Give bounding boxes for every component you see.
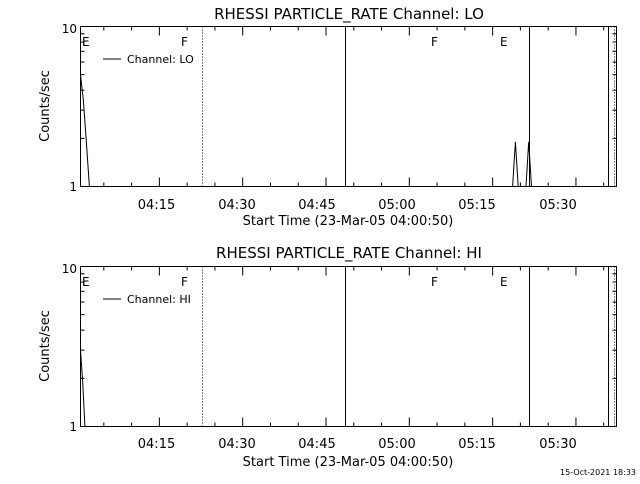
panel-hi-xtick-label-0500: 05:00 [378,437,415,452]
panel-lo-xtick-label-0515: 05:15 [458,198,495,213]
panel-lo-ytick-label-10: 10 [62,22,77,36]
panel-lo-title: RHESSI PARTICLE_RATE Channel: LO [214,5,484,24]
panel-lo-x-ticks [103,26,605,187]
panel-lo-marker-label-f2: F [431,35,438,49]
panel-hi-frame [80,266,617,427]
panel-lo-marker-label-f1: F [181,35,188,49]
footer-timestamp: 15-Oct-2021 18:33 [560,468,636,477]
panel-hi-xtick-label-0515: 05:15 [458,437,495,452]
panel-hi-marker-label-e2: E [500,275,508,289]
panel-hi-xtick-label-0445: 04:45 [298,437,335,452]
panel-lo-xtick-label-0530: 05:30 [539,198,576,213]
panel-lo-marker-label-e1: E [82,35,90,49]
panel-hi-ytick-label-1: 1 [69,420,77,434]
panel-lo-y-label: Counts/sec [38,70,53,142]
panel-hi-marker-label-f2: F [431,275,438,289]
panel-hi-xtick-label-0430: 04:30 [218,437,255,452]
panel-hi-marker-label-e1: E [82,275,90,289]
panel-hi-xtick-label-0415: 04:15 [138,437,175,452]
panel-hi: RHESSI PARTICLE_RATE Channel: HI 10 1 Co… [38,244,617,470]
panel-lo-xtick-label-0500: 05:00 [378,198,415,213]
panel-hi-event-markers [202,266,615,427]
panel-lo-xtick-label-0430: 04:30 [218,198,255,213]
panel-hi-x-label: Start Time (23-Mar-05 04:00:50) [243,455,454,470]
panel-lo-ytick-label-1: 1 [69,180,77,194]
panel-lo-marker-label-e2: E [500,35,508,49]
panel-hi-x-ticks [103,266,605,427]
panel-hi-series-line [80,350,86,427]
panel-lo-xtick-label-0415: 04:15 [138,198,175,213]
panel-hi-xtick-label-0530: 05:30 [539,437,576,452]
panel-hi-marker-label-f1: F [181,275,188,289]
panel-lo: RHESSI PARTICLE_RATE Channel: LO 10 1 Co… [38,5,617,229]
panel-hi-title: RHESSI PARTICLE_RATE Channel: HI [216,244,482,263]
panel-lo-xtick-label-0445: 04:45 [298,198,335,213]
panel-lo-legend-label: Channel: LO [127,53,194,66]
panel-hi-y-label: Counts/sec [38,310,53,382]
panel-hi-legend-label: Channel: HI [127,293,191,306]
panel-hi-ytick-label-10: 10 [62,262,77,276]
panel-lo-series-line [80,74,532,187]
panel-lo-x-label: Start Time (23-Mar-05 04:00:50) [243,214,454,229]
